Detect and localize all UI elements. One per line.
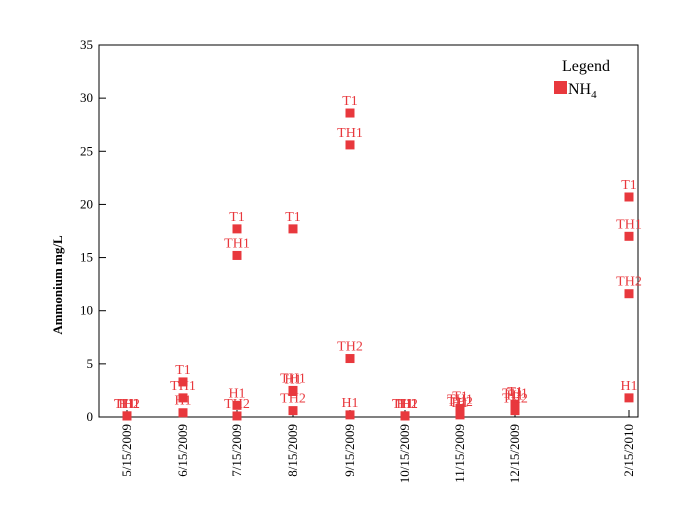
data-point-label: H1 — [341, 396, 358, 411]
data-point-label: TH2 — [392, 397, 418, 412]
legend-title: Legend — [562, 58, 610, 75]
data-point — [624, 289, 634, 299]
data-point — [624, 192, 634, 202]
data-point-label: TH2 — [114, 397, 140, 412]
y-tick-label: 5 — [87, 356, 94, 371]
y-tick-label: 30 — [80, 90, 93, 105]
data-point-label: TH2 — [224, 397, 250, 412]
data-point-label: T1 — [452, 389, 468, 404]
x-tick-label: 10/15/2009 — [397, 424, 412, 483]
y-tick-label: 0 — [87, 409, 94, 424]
data-point-label: T1 — [507, 385, 523, 400]
y-tick-label: 15 — [80, 250, 93, 265]
data-point — [232, 411, 242, 421]
data-point-label: TH1 — [114, 397, 140, 412]
data-points: T1TH1TH2H1T1TH1H1T1TH1H1TH2T1TH1H1TH2T1T… — [114, 94, 642, 421]
legend-swatch — [554, 81, 567, 94]
x-axis: 5/15/2009 6/15/2009 7/15/2009 8/15/2009 9/15… — [119, 410, 636, 483]
data-point-label: T1 — [285, 210, 301, 225]
x-tick-label: 2/15/2010 — [621, 424, 636, 477]
data-point-label: T1 — [342, 94, 358, 109]
data-point-label: TH1 — [170, 379, 196, 394]
legend-entry: NH4 — [568, 81, 597, 101]
data-point — [345, 354, 355, 364]
data-point-label: TH2 — [502, 392, 528, 407]
y-tick-label: 25 — [80, 143, 93, 158]
data-point — [624, 393, 634, 403]
data-point — [288, 406, 298, 416]
data-point — [288, 386, 298, 396]
y-axis-title: Ammonium mg/L — [50, 235, 65, 335]
plot-frame — [98, 44, 639, 418]
data-point — [178, 393, 188, 403]
data-point — [400, 411, 410, 421]
data-point — [288, 224, 298, 234]
x-tick-label: 5/15/2009 — [119, 424, 134, 477]
data-point-label: TH2 — [616, 275, 642, 290]
data-point-label: TH1 — [280, 371, 306, 386]
data-point-label: TH2 — [337, 340, 363, 355]
data-point — [178, 377, 188, 387]
data-point — [122, 411, 132, 421]
y-tick-label: 10 — [80, 303, 93, 318]
y-tick-label: 35 — [80, 37, 93, 52]
y-axis: 0 5 10 15 20 25 30 35 — [80, 37, 106, 424]
legend-entry-subscript: 4 — [591, 89, 597, 101]
data-point-label: H1 — [396, 397, 413, 412]
data-point-label: TH1 — [392, 397, 418, 412]
data-point-label: TH1 — [337, 126, 363, 141]
data-point-label: H1 — [284, 372, 301, 387]
data-point-label: H1 — [118, 397, 135, 412]
x-tick-label: 12/15/2009 — [507, 424, 522, 483]
data-point — [232, 250, 242, 260]
x-tick-label: 6/15/2009 — [175, 424, 190, 477]
data-point — [232, 400, 242, 410]
data-point-label: T1 — [229, 210, 245, 225]
data-point-label: H1 — [451, 396, 468, 411]
x-tick-label: 8/15/2009 — [285, 424, 300, 477]
data-point — [232, 224, 242, 234]
data-point-label: H1 — [506, 388, 523, 403]
data-point-label: H1 — [228, 386, 245, 401]
data-point-label: T1 — [397, 397, 413, 412]
data-point — [345, 108, 355, 118]
x-tick-label: 7/15/2009 — [229, 424, 244, 477]
data-point-label: T1 — [621, 178, 637, 193]
data-point-label: T1 — [175, 363, 191, 378]
data-point-label: T1 — [119, 397, 135, 412]
data-point-label: TH1 — [447, 393, 473, 408]
data-point — [510, 406, 520, 416]
data-point-label: H1 — [620, 379, 637, 394]
data-point-label: TH1 — [616, 217, 642, 232]
data-point-label: H1 — [174, 394, 191, 409]
data-point — [455, 410, 465, 420]
data-point-label: TH1 — [502, 386, 528, 401]
data-point — [345, 140, 355, 150]
data-point-label: TH2 — [447, 395, 473, 410]
data-point-label: TH2 — [280, 392, 306, 407]
y-tick-label: 20 — [80, 196, 93, 211]
legend: Legend NH4 — [554, 58, 610, 101]
data-point — [345, 410, 355, 420]
data-point — [178, 408, 188, 418]
data-point-label: TH1 — [224, 236, 250, 251]
x-tick-label: 11/15/2009 — [452, 424, 467, 483]
data-point — [624, 231, 634, 241]
x-tick-label: 9/15/2009 — [342, 424, 357, 477]
